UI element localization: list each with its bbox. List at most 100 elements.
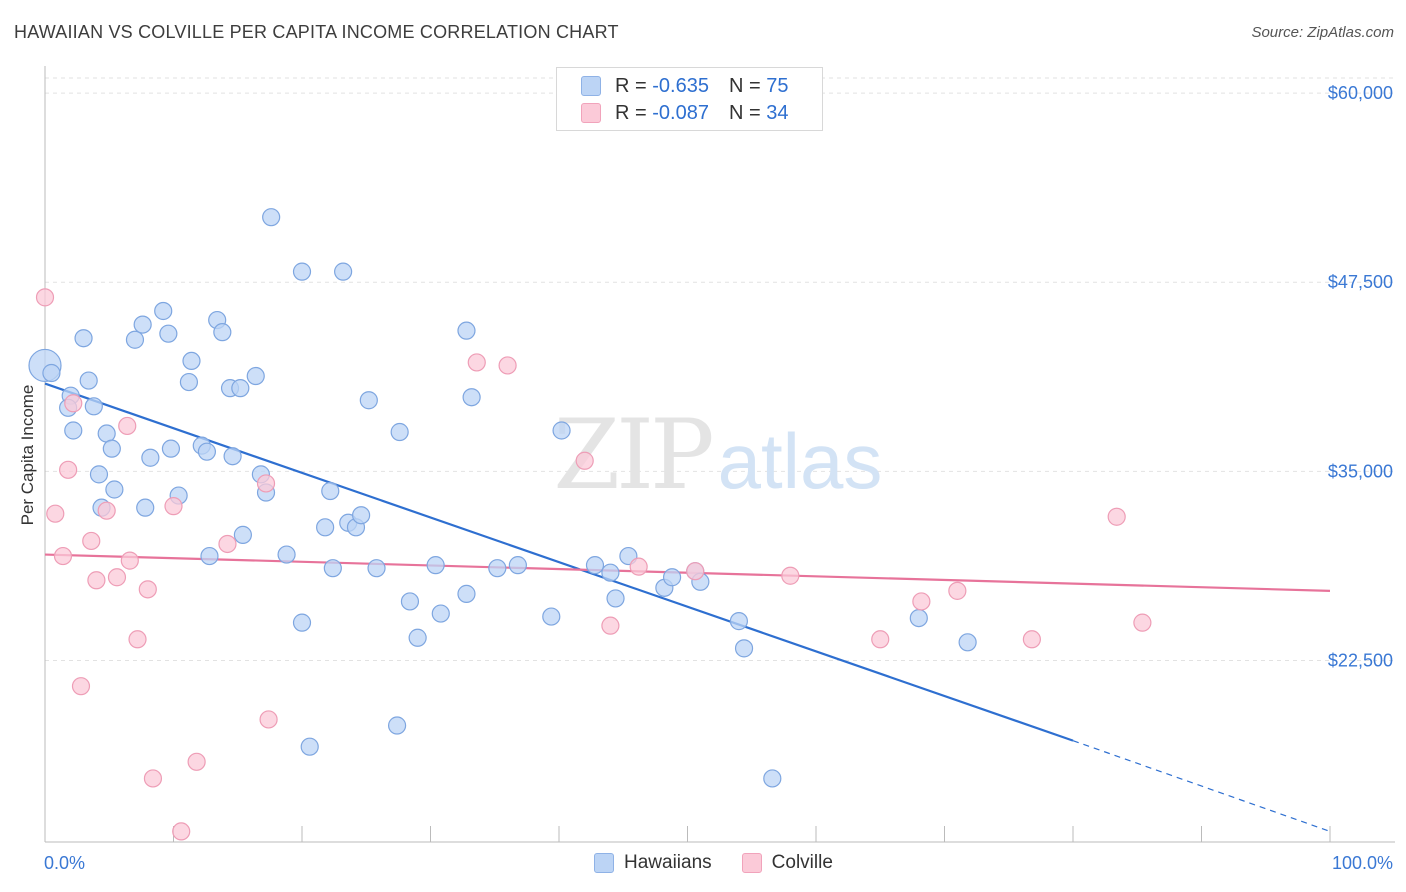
hawaiians-point	[334, 262, 353, 281]
hawaiians-swatch	[594, 853, 614, 873]
hawaiians-point	[179, 372, 199, 392]
hawaiians-point	[125, 330, 145, 349]
x-tick-label: 100.0%	[1332, 853, 1393, 873]
hawaiians-point	[159, 324, 178, 343]
colville-point	[128, 630, 147, 649]
legend-item-colville[interactable]: Colville	[741, 852, 833, 874]
legend-label: Colville	[771, 852, 833, 873]
colville-point	[118, 416, 137, 436]
legend-label: Hawaiians	[624, 852, 712, 873]
colville-point	[686, 562, 705, 581]
hawaiians-point	[300, 737, 319, 756]
r-value: -0.087	[652, 101, 709, 124]
hawaiians-point	[457, 584, 476, 603]
legend-row-colville: R = -0.087 N = 34	[581, 101, 788, 125]
colville-point	[218, 534, 237, 554]
legend-item-hawaiians[interactable]: Hawaiians	[594, 852, 712, 874]
hawaiians-point	[316, 518, 335, 537]
y-axis-label: Per Capita Income	[18, 384, 37, 526]
colville-swatch	[581, 103, 601, 123]
hawaiians-point	[292, 613, 312, 632]
hawaiians-point	[387, 716, 407, 735]
colville-point	[138, 580, 157, 599]
colville-point	[107, 568, 127, 587]
hawaiians-point	[136, 498, 155, 517]
colville-point	[1133, 613, 1152, 632]
hawaiians-trend-extension	[1072, 740, 1331, 832]
hawaiians-point	[400, 592, 420, 611]
axes	[44, 66, 1395, 843]
colville-point	[781, 566, 800, 585]
watermark-atlas: atlas	[718, 417, 883, 505]
hawaiians-point	[729, 612, 749, 631]
hawaiians-point	[42, 363, 61, 383]
hawaiians-point	[606, 589, 625, 608]
source-note: Source: ZipAtlas.com	[1251, 24, 1394, 41]
hawaiians-point	[213, 323, 232, 342]
hawaiians-point	[958, 633, 977, 652]
data-points	[28, 208, 1152, 841]
hawaiians-point	[426, 556, 445, 575]
watermark: ZIP atlas	[553, 399, 882, 511]
hawaiians-point	[585, 556, 605, 575]
colville-point	[187, 752, 206, 771]
colville-point	[64, 394, 83, 413]
colville-point	[256, 474, 276, 493]
n-label: N =	[728, 101, 761, 124]
colville-point	[1107, 507, 1126, 526]
hawaiians-point	[601, 563, 620, 582]
hawaiians-point	[223, 447, 242, 466]
hawaiians-point	[321, 481, 340, 501]
n-label: N =	[728, 74, 761, 97]
hawaiians-point	[352, 506, 371, 525]
colville-point	[71, 677, 91, 696]
hawaiians-point	[105, 480, 124, 499]
hawaiians-point	[542, 607, 561, 626]
hawaiians-point	[909, 608, 928, 628]
hawaiians-point	[64, 421, 83, 440]
colville-point	[53, 546, 73, 566]
colville-point	[259, 710, 278, 729]
tick-labels: $22,500 $35,000 $47,500 $60,000 0.0% 100.0%	[44, 83, 1393, 873]
hawaiians-point	[133, 315, 152, 334]
r-value: -0.635	[652, 74, 709, 97]
hawaiians-point	[102, 439, 121, 458]
hawaiians-point	[292, 262, 312, 281]
hawaiians-point	[367, 559, 386, 578]
hawaiians-point	[508, 556, 527, 575]
colville-point	[498, 356, 517, 375]
hawaiians-point	[74, 329, 93, 348]
hawaiians-point	[462, 388, 481, 407]
y-tick-label: $60,000	[1328, 83, 1393, 103]
hawaiians-point	[763, 769, 782, 788]
hawaiians-point	[231, 379, 250, 398]
stats-legend: R = -0.635 N = 75 R = -0.087 N = 34	[556, 67, 823, 131]
n-value: 34	[766, 101, 789, 124]
colville-point	[97, 501, 116, 520]
y-tick-label: $47,500	[1328, 272, 1393, 292]
x-tick-label: 0.0%	[44, 853, 85, 873]
colville-point	[601, 616, 620, 635]
hawaiians-point	[154, 301, 173, 321]
colville-point	[46, 504, 65, 523]
colville-point	[629, 557, 648, 576]
colville-point	[467, 353, 486, 372]
hawaiians-point	[246, 366, 265, 386]
hawaiians-point	[84, 397, 103, 416]
hawaiians-point	[408, 628, 427, 647]
r-label: R =	[615, 101, 647, 124]
series-legend: Hawaiians Colville	[594, 852, 863, 874]
colville-point	[948, 581, 967, 600]
hawaiians-point	[200, 546, 219, 566]
colville-point	[82, 531, 101, 551]
colville-swatch	[741, 853, 762, 873]
watermark-zip: ZIP	[553, 399, 712, 511]
hawaiians-point	[97, 424, 116, 443]
hawaiians-point	[182, 351, 201, 371]
colville-point	[912, 592, 931, 611]
colville-point	[35, 288, 55, 307]
hawaiians-swatch	[581, 76, 601, 96]
hawaiians-point	[233, 525, 252, 544]
colville-point	[575, 451, 594, 470]
